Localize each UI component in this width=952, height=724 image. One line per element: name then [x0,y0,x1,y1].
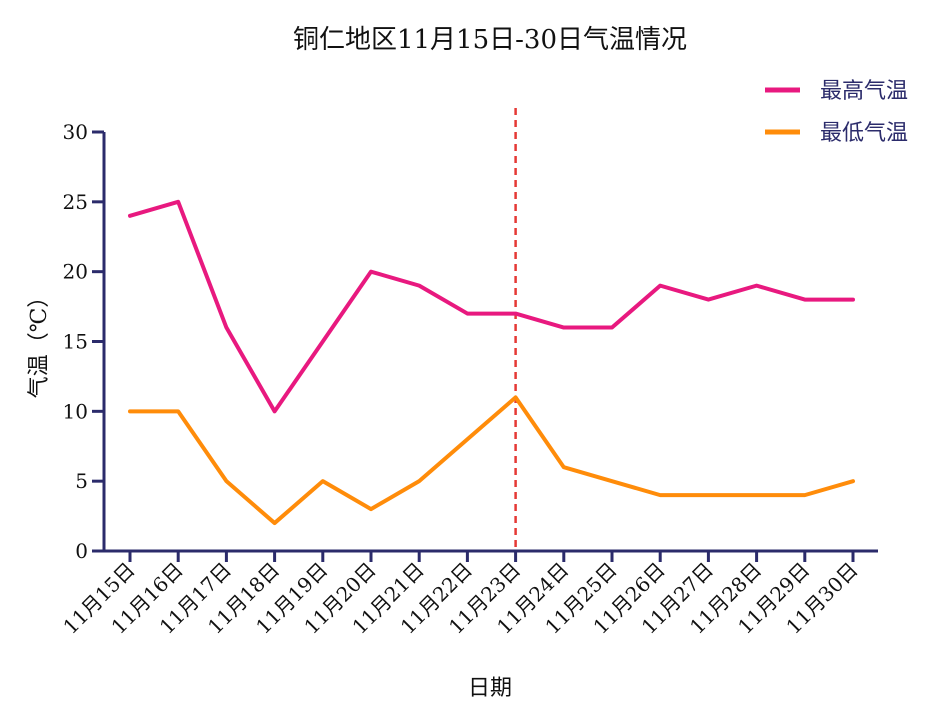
y-axis-label: 气温（℃） [27,286,52,399]
y-tick-label: 0 [75,539,88,563]
axes [102,132,878,553]
series-line-2 [128,395,855,526]
y-tick-label: 25 [63,190,88,214]
legend-label: 最高气温 [820,79,908,104]
legend-label: 最低气温 [820,121,908,146]
y-tick-label: 20 [63,260,88,284]
y-tick-label: 15 [63,330,88,354]
y-tick-label: 5 [75,469,88,493]
series-line-1 [128,199,855,414]
y-axis-ticks: 0 5 10 15 20 25 30 [63,120,104,563]
x-axis-ticks: 11月15日11月16日11月17日11月18日11月19日11月20日11月2… [58,551,863,639]
chart-title: 铜仁地区11月15日-30日气温情况 [293,25,687,55]
series-lines [128,199,855,526]
x-axis-label: 日期 [468,676,512,701]
y-tick-label: 30 [63,120,88,144]
y-tick-label: 10 [63,399,88,423]
